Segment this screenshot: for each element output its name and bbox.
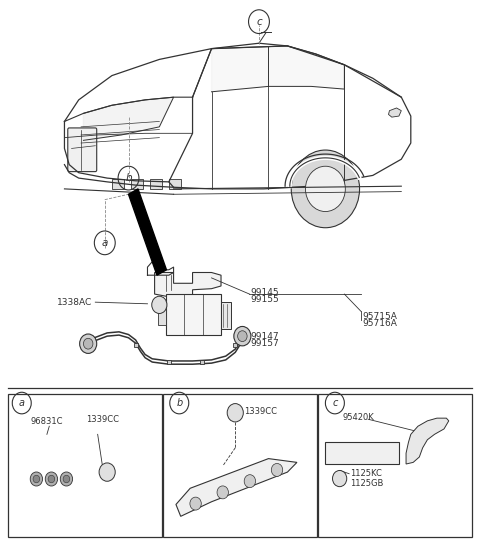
Circle shape [84, 338, 93, 349]
Text: 99145: 99145 [251, 288, 279, 297]
Text: a: a [19, 398, 25, 408]
Text: 95715A: 95715A [362, 312, 397, 321]
Text: 99155: 99155 [251, 295, 279, 304]
Text: c: c [332, 398, 337, 408]
Polygon shape [406, 418, 449, 464]
Bar [112, 179, 124, 189]
Circle shape [33, 475, 40, 483]
Text: 95420K: 95420K [342, 413, 374, 422]
Polygon shape [84, 97, 174, 140]
Circle shape [305, 166, 345, 211]
Circle shape [30, 472, 43, 486]
Text: b: b [125, 173, 132, 183]
Polygon shape [388, 108, 401, 117]
FancyBboxPatch shape [30, 437, 73, 464]
Bar [167, 294, 221, 335]
Circle shape [80, 334, 96, 353]
Circle shape [333, 470, 347, 487]
Circle shape [60, 472, 72, 486]
Polygon shape [176, 458, 297, 516]
Text: b: b [176, 398, 182, 408]
Polygon shape [212, 46, 344, 92]
Text: 1125GB: 1125GB [350, 480, 384, 488]
Bar [8, 394, 162, 537]
Circle shape [234, 326, 251, 346]
Circle shape [271, 463, 283, 476]
Text: 1339CC: 1339CC [86, 415, 119, 423]
Bar [325, 443, 399, 464]
FancyBboxPatch shape [25, 430, 78, 501]
Bar [131, 179, 143, 189]
Circle shape [45, 472, 58, 486]
Circle shape [152, 296, 167, 313]
Circle shape [190, 497, 201, 510]
Polygon shape [129, 189, 167, 275]
Circle shape [48, 475, 55, 483]
FancyBboxPatch shape [68, 128, 96, 172]
Bar [221, 302, 231, 329]
Circle shape [244, 475, 255, 488]
Circle shape [217, 486, 228, 499]
Text: 96831C: 96831C [30, 417, 63, 426]
Text: 99147: 99147 [251, 332, 279, 341]
Circle shape [238, 331, 247, 342]
Bar [169, 179, 180, 189]
Circle shape [63, 475, 70, 483]
Bar [318, 394, 472, 537]
Bar [158, 308, 167, 325]
Text: c: c [256, 17, 262, 27]
Text: 1339CC: 1339CC [244, 407, 277, 416]
Text: 99157: 99157 [251, 338, 279, 348]
Text: 1338AC: 1338AC [57, 298, 92, 307]
Circle shape [291, 150, 360, 228]
Text: 1125KC: 1125KC [350, 469, 382, 478]
Text: 95716A: 95716A [362, 319, 397, 328]
Polygon shape [155, 272, 221, 299]
Circle shape [227, 404, 243, 422]
Bar [163, 394, 317, 537]
Circle shape [99, 463, 115, 481]
Bar [150, 179, 162, 189]
Text: a: a [102, 238, 108, 248]
